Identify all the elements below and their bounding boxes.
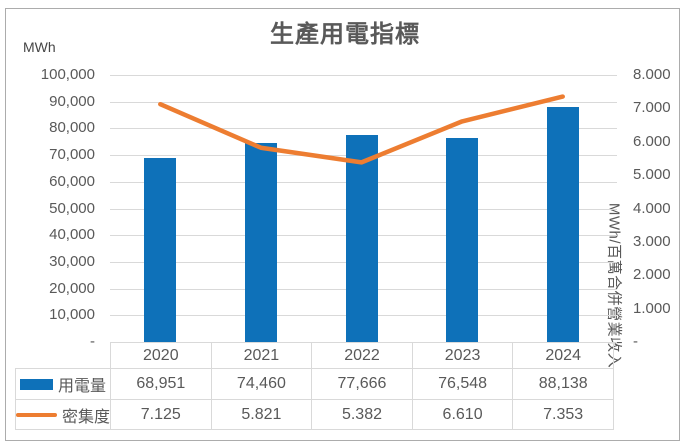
left-axis-unit-label: MWh — [23, 39, 56, 55]
data-table: 2020 2021 2022 2023 2024 用電量 68,951 74,460 77,66… — [15, 342, 614, 430]
chart-title: 生產用電指標 — [270, 21, 420, 48]
right-axis-tick: - — [633, 333, 638, 350]
plot-area — [110, 75, 613, 342]
left-axis-tick: 80,000 — [49, 119, 95, 137]
value-cell: 76,548 — [411, 368, 514, 400]
left-axis-tick: 30,000 — [49, 252, 95, 270]
right-axis-tick: 1.000 — [633, 299, 671, 317]
value-cell: 7.125 — [110, 399, 212, 430]
value-cell: 6.610 — [411, 399, 514, 430]
left-axis-tick: 100,000 — [40, 66, 95, 83]
bar-2024 — [546, 107, 579, 342]
right-axis-tick: 5.000 — [633, 166, 671, 184]
value-cell: 88,138 — [512, 368, 614, 400]
left-axis-tick: 20,000 — [49, 279, 95, 297]
right-axis-tick: 6.000 — [633, 132, 671, 150]
year-header-cell: 2020 — [110, 342, 212, 369]
left-axis-tick: 10,000 — [49, 306, 95, 324]
legend-bar-swatch-icon — [19, 378, 53, 390]
value-cell: 77,666 — [311, 368, 413, 400]
left-axis-tick: 50,000 — [49, 199, 95, 217]
right-axis-tick: 3.000 — [633, 232, 671, 250]
year-header-cell: 2024 — [512, 342, 614, 369]
left-axis-tick: 40,000 — [49, 226, 95, 244]
year-header-cell: 2021 — [210, 342, 313, 369]
value-cell: 5.821 — [210, 399, 313, 430]
data-table-corner — [16, 343, 111, 369]
legend-line-swatch-icon — [16, 412, 57, 417]
gridline — [110, 75, 617, 76]
bar-2020 — [144, 158, 177, 342]
year-header-cell: 2023 — [411, 342, 514, 369]
bar-2021 — [244, 143, 277, 342]
bar-2022 — [345, 135, 378, 342]
right-axis-tick: 2.000 — [633, 266, 671, 284]
left-axis-tick: 90,000 — [49, 92, 95, 110]
right-axis-tick: 8.000 — [633, 66, 671, 83]
legend-label: 用電量 — [57, 378, 106, 395]
left-axis-tick: - — [90, 333, 95, 350]
right-axis-tick: 7.000 — [633, 99, 671, 117]
value-cell: 74,460 — [210, 368, 313, 400]
value-cell: 7.353 — [512, 399, 614, 430]
left-axis-tick: 60,000 — [49, 172, 95, 190]
value-cell: 68,951 — [110, 368, 212, 400]
left-axis-tick: 70,000 — [49, 146, 95, 164]
right-axis-tick: 4.000 — [633, 199, 671, 217]
legend-cell-line: 密集度 — [15, 399, 111, 430]
legend-cell-bar: 用電量 — [15, 368, 111, 400]
year-header-cell: 2022 — [311, 342, 413, 369]
legend-label: 密集度 — [61, 408, 110, 426]
bar-2023 — [446, 138, 479, 342]
value-cell: 5.382 — [311, 399, 413, 430]
